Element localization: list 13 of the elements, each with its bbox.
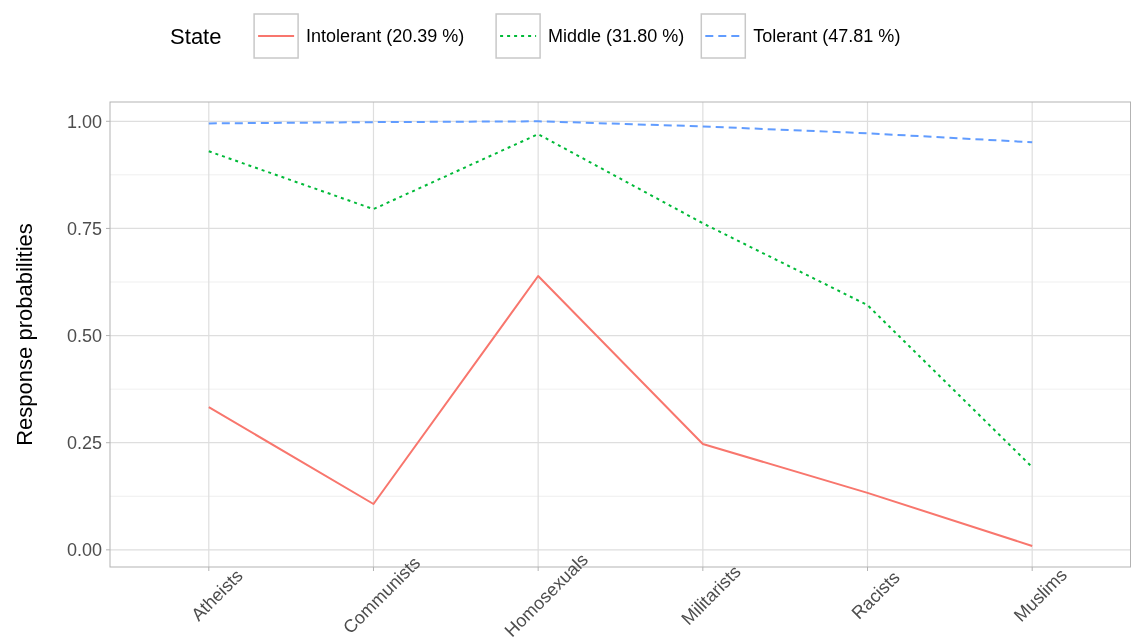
y-tick-label: 0.00: [66, 540, 102, 561]
y-tick-label: 0.50: [66, 325, 102, 346]
line-series: [207, 275, 1034, 547]
y-tick-label: 0.75: [66, 218, 102, 239]
legend-label: Middle (31.80 %): [548, 26, 685, 47]
y-tick-label: 1.00: [66, 111, 102, 132]
legend-label: Intolerant (20.39 %): [306, 26, 465, 47]
y-axis-title: Response probabilities: [12, 223, 37, 446]
legend-label: Tolerant (47.81 %): [753, 26, 901, 47]
line-series: [207, 120, 1034, 144]
line-series: [207, 133, 1034, 469]
legend-title: State: [170, 23, 222, 49]
y-tick-label: 0.25: [66, 433, 102, 454]
